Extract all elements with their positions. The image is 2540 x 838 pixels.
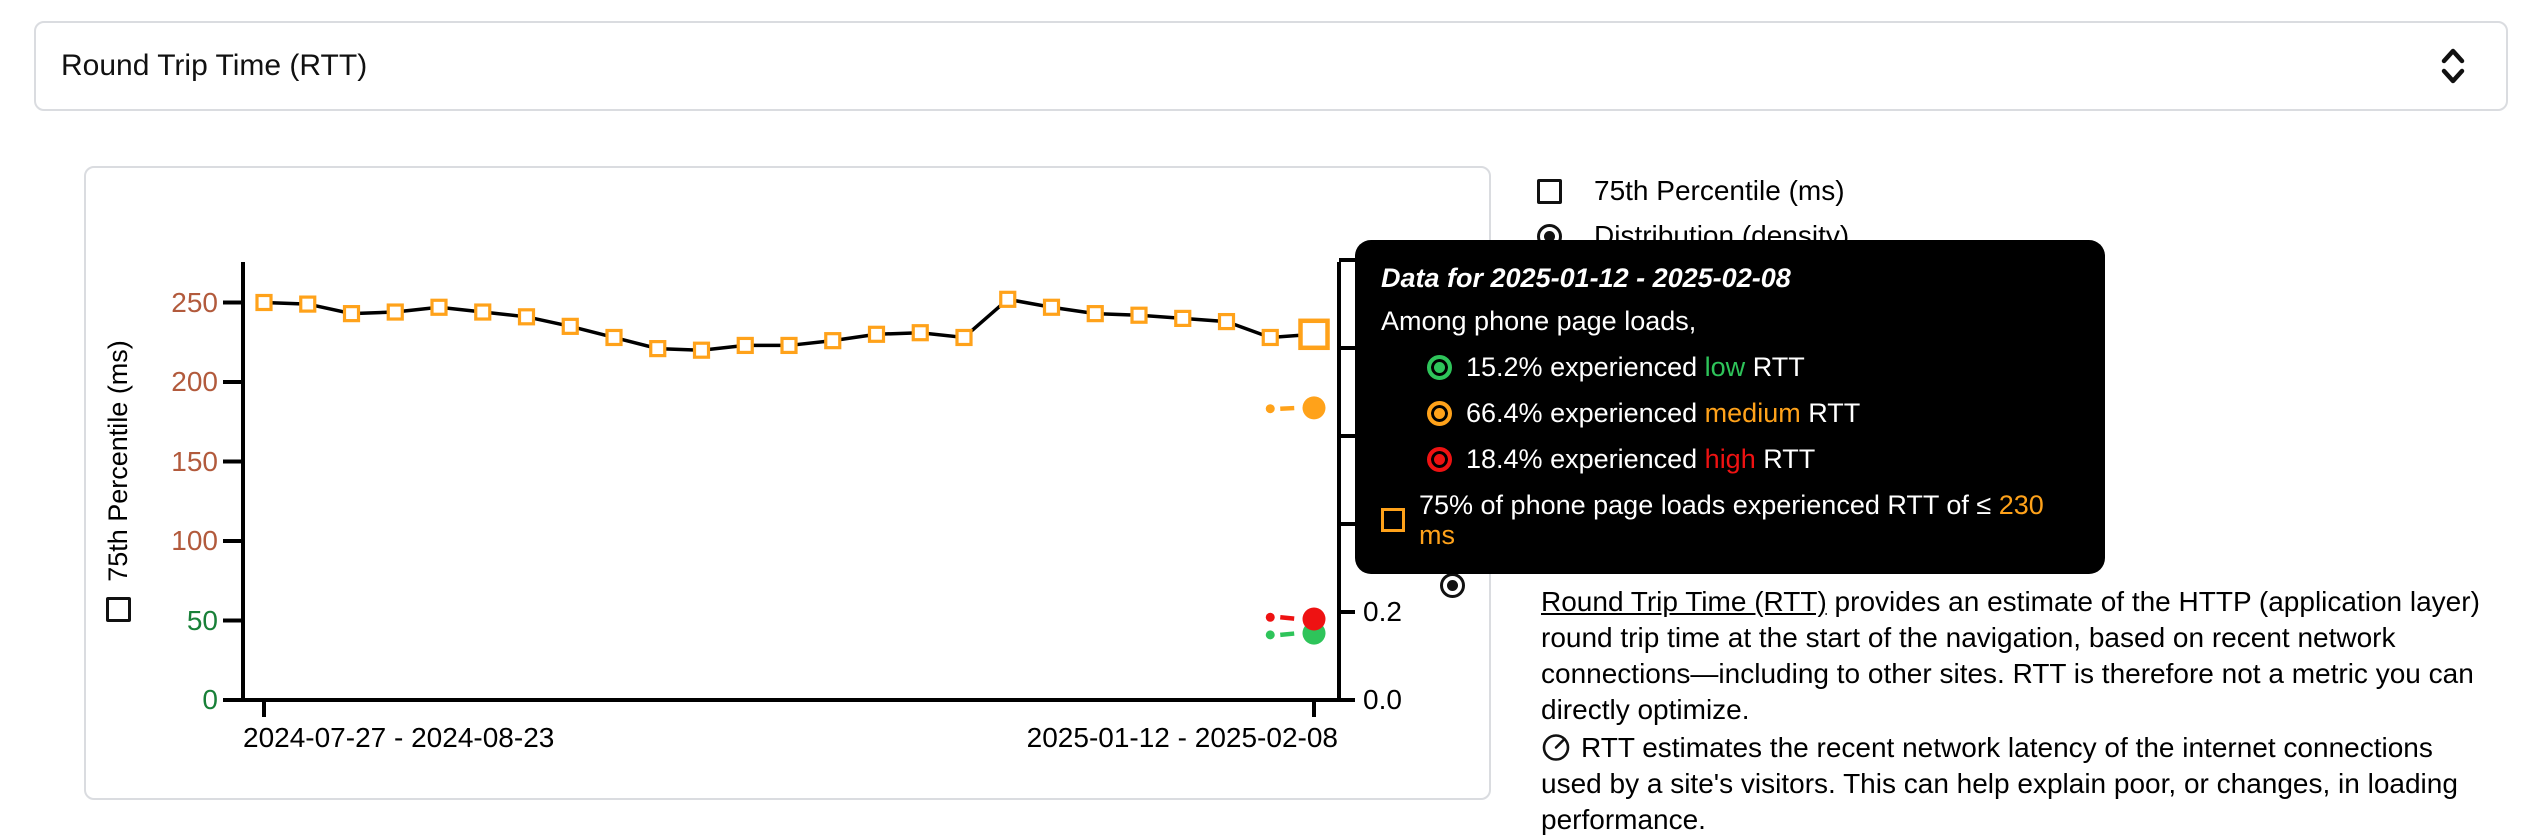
metric-select-value: Round Trip Time (RTT) xyxy=(61,49,368,82)
x-tick-label-first: 2024-07-27 - 2024-08-23 xyxy=(243,722,555,753)
gauge-icon xyxy=(1542,734,1570,761)
legend-75th-percentile[interactable]: 75th Percentile (ms) xyxy=(1537,170,1849,212)
p75-value: 230 ms xyxy=(1419,490,2044,550)
x-tick-label-last: 2025-01-12 - 2025-02-08 xyxy=(1026,722,1338,753)
rtt-paragraph-explainer: RTT estimates the recent network latency… xyxy=(1541,732,2458,835)
rtt-chart[interactable] xyxy=(84,166,1491,800)
tooltip-row-high: 18.4% experienced high RTT xyxy=(1427,444,2079,474)
chart-legend: 75th Percentile (ms) Distribution (densi… xyxy=(1537,170,1849,257)
tooltip-intro: Among phone page loads, xyxy=(1381,306,1697,336)
tooltip-row-medium: 66.4% experienced medium RTT xyxy=(1427,398,2079,428)
tooltip-title: Data for 2025-01-12 - 2025-02-08 xyxy=(1381,263,1791,293)
p75-marker-icon xyxy=(1381,508,1405,532)
rtt-paragraph-definition: Round Trip Time (RTT) provides an estima… xyxy=(1541,586,2480,725)
metric-select[interactable]: Round Trip Time (RTT) xyxy=(34,21,2508,111)
tooltip-row-low: 15.2% experienced low RTT xyxy=(1427,352,2079,382)
low-label: low xyxy=(1704,352,1746,382)
unfold-chevrons-icon xyxy=(2441,48,2465,84)
medium-density-marker-icon xyxy=(1427,400,1452,426)
medium-label: medium xyxy=(1704,398,1801,428)
rtt-docs-link[interactable]: Round Trip Time (RTT) xyxy=(1541,586,1827,617)
chart-card xyxy=(84,166,1491,800)
tooltip-summary-row: 75% of phone page loads experienced RTT … xyxy=(1381,490,2079,550)
high-label: high xyxy=(1704,444,1756,474)
chart-tooltip: Data for 2025-01-12 - 2025-02-08 Among p… xyxy=(1355,240,2105,574)
low-density-marker-icon xyxy=(1427,354,1452,380)
checkbox-icon[interactable] xyxy=(1537,178,1562,204)
high-density-marker-icon xyxy=(1427,446,1452,472)
legend-75th-percentile-label: 75th Percentile (ms) xyxy=(1594,175,1845,206)
